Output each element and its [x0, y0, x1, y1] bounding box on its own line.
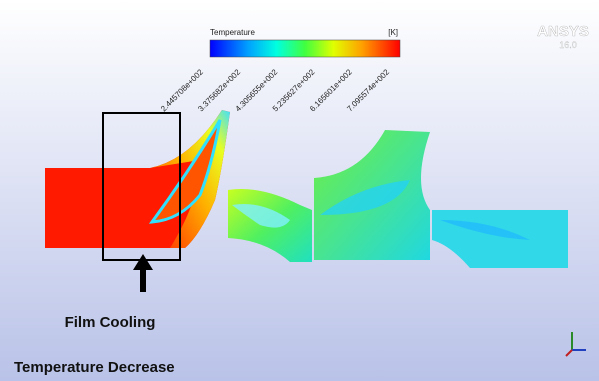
temperature-decrease-label: Temperature Decrease: [14, 359, 175, 376]
screenshot: Temperature [K] 2.445708e+0023.375682e+0…: [0, 0, 599, 381]
film-cooling-label: Film Cooling: [65, 314, 156, 331]
logo: ANSYS: [537, 23, 589, 40]
colorbar-unit: [K]: [388, 28, 398, 37]
colorbar-title: Temperature: [210, 28, 255, 37]
logo-version: 16.0: [559, 40, 577, 50]
colorbar: [210, 40, 400, 57]
